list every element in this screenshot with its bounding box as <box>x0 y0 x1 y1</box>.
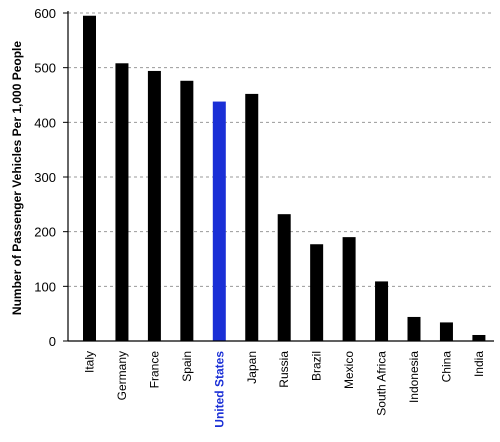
x-tick-label: India <box>472 351 486 377</box>
y-tick-label: 300 <box>34 170 56 185</box>
x-tick-label: Mexico <box>342 351 356 389</box>
bar-russia <box>277 214 291 341</box>
bar-brazil <box>310 244 324 341</box>
y-tick-label: 500 <box>34 61 56 76</box>
x-tick-label: South Africa <box>375 351 389 416</box>
y-tick-labels: 0 100 200 300 400 500 600 <box>34 6 56 349</box>
y-tick-label: 400 <box>34 115 56 130</box>
bar-italy <box>83 15 96 341</box>
bar-china <box>439 322 453 341</box>
bar-france <box>147 70 161 342</box>
x-tick-label: Russia <box>277 351 291 388</box>
y-tick-label: 0 <box>49 334 56 349</box>
y-tick-label: 100 <box>34 279 56 294</box>
bar-spain <box>180 80 194 341</box>
bar-japan <box>245 93 259 341</box>
x-tick-label: Japan <box>245 351 259 384</box>
x-tick-labels: Italy Germany France Spain United States Japa… <box>83 351 486 428</box>
x-tick-label: United States <box>212 351 226 428</box>
bar-mexico <box>342 237 356 341</box>
bar-india <box>472 334 486 341</box>
x-tick-label: France <box>147 351 161 389</box>
x-tick-label: Brazil <box>310 351 324 381</box>
x-tick-label: Italy <box>83 351 97 373</box>
bars <box>83 15 486 342</box>
x-tick-label: Germany <box>115 351 129 400</box>
bar-indonesia <box>407 316 421 341</box>
y-tick-label: 200 <box>34 225 56 240</box>
y-tick-label: 600 <box>34 6 56 21</box>
bar-south-africa <box>375 281 389 341</box>
bar-germany <box>115 63 129 341</box>
y-axis-label: Number of Passenger Vehicles Per 1,000 P… <box>10 41 24 315</box>
x-tick-label: Indonesia <box>407 351 421 403</box>
x-tick-label: Spain <box>180 351 194 382</box>
bar-united-states <box>212 101 226 341</box>
x-tick-label: China <box>439 351 453 383</box>
axes <box>63 11 494 342</box>
